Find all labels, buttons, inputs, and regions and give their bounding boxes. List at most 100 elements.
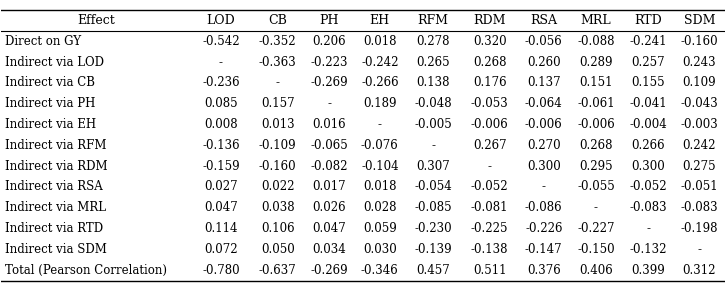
Text: 0.047: 0.047 [312, 222, 346, 235]
Text: 0.047: 0.047 [204, 201, 237, 214]
Text: 0.300: 0.300 [527, 160, 560, 173]
Text: 0.242: 0.242 [682, 139, 716, 152]
Text: 0.206: 0.206 [313, 35, 346, 48]
Text: -0.363: -0.363 [258, 56, 296, 69]
Text: 0.270: 0.270 [527, 139, 560, 152]
Text: 0.266: 0.266 [632, 139, 665, 152]
Text: -0.346: -0.346 [361, 264, 399, 277]
Text: 0.027: 0.027 [204, 181, 237, 193]
Text: 0.030: 0.030 [363, 243, 396, 256]
Text: -0.006: -0.006 [525, 118, 563, 131]
Text: -0.006: -0.006 [470, 118, 508, 131]
Text: 0.034: 0.034 [312, 243, 346, 256]
Text: 0.511: 0.511 [473, 264, 506, 277]
Text: -0.083: -0.083 [629, 201, 667, 214]
Text: -0.139: -0.139 [415, 243, 452, 256]
Text: RTD: RTD [635, 14, 662, 27]
Text: -0.266: -0.266 [361, 76, 399, 89]
Text: -0.081: -0.081 [471, 201, 508, 214]
Text: RFM: RFM [417, 14, 449, 27]
Text: Indirect via MRL: Indirect via MRL [5, 201, 106, 214]
Text: 0.457: 0.457 [416, 264, 450, 277]
Text: -: - [594, 201, 598, 214]
Text: -0.269: -0.269 [311, 76, 348, 89]
Text: 0.157: 0.157 [261, 97, 295, 110]
Text: CB: CB [268, 14, 287, 27]
Text: 0.289: 0.289 [579, 56, 613, 69]
Text: -0.227: -0.227 [577, 222, 615, 235]
Text: Indirect via RDM: Indirect via RDM [5, 160, 107, 173]
Text: -0.005: -0.005 [415, 118, 452, 131]
Text: -0.083: -0.083 [680, 201, 718, 214]
Text: -0.147: -0.147 [525, 243, 563, 256]
Text: -0.051: -0.051 [680, 181, 718, 193]
Text: Indirect via SDM: Indirect via SDM [5, 243, 107, 256]
Text: -0.064: -0.064 [525, 97, 563, 110]
Text: 0.017: 0.017 [313, 181, 346, 193]
Text: 0.268: 0.268 [579, 139, 613, 152]
Text: 0.008: 0.008 [204, 118, 237, 131]
Text: 0.106: 0.106 [261, 222, 295, 235]
Text: 0.018: 0.018 [363, 35, 396, 48]
Text: -0.132: -0.132 [629, 243, 667, 256]
Text: -0.159: -0.159 [202, 160, 240, 173]
Text: -0.006: -0.006 [577, 118, 615, 131]
Text: RDM: RDM [473, 14, 506, 27]
Text: 0.059: 0.059 [363, 222, 396, 235]
Text: -: - [488, 160, 492, 173]
Text: -0.542: -0.542 [202, 35, 240, 48]
Text: -0.061: -0.061 [577, 97, 615, 110]
Text: 0.399: 0.399 [631, 264, 665, 277]
Text: -: - [378, 118, 382, 131]
Text: 0.026: 0.026 [313, 201, 346, 214]
Text: -0.780: -0.780 [202, 264, 240, 277]
Text: RSA: RSA [530, 14, 558, 27]
Text: Direct on GY: Direct on GY [5, 35, 81, 48]
Text: Indirect via RFM: Indirect via RFM [5, 139, 107, 152]
Text: 0.260: 0.260 [527, 56, 560, 69]
Text: -0.225: -0.225 [471, 222, 508, 235]
Text: 0.038: 0.038 [261, 201, 295, 214]
Text: MRL: MRL [581, 14, 611, 27]
Text: 0.376: 0.376 [527, 264, 560, 277]
Text: Indirect via PH: Indirect via PH [5, 97, 96, 110]
Text: -0.004: -0.004 [629, 118, 667, 131]
Text: 0.312: 0.312 [682, 264, 716, 277]
Text: PH: PH [319, 14, 339, 27]
Text: -0.352: -0.352 [259, 35, 296, 48]
Text: -0.109: -0.109 [259, 139, 296, 152]
Text: 0.243: 0.243 [682, 56, 716, 69]
Text: 0.028: 0.028 [363, 201, 396, 214]
Text: 0.268: 0.268 [473, 56, 506, 69]
Text: -0.104: -0.104 [361, 160, 399, 173]
Text: -0.052: -0.052 [470, 181, 508, 193]
Text: Total (Pearson Correlation): Total (Pearson Correlation) [5, 264, 167, 277]
Text: -0.085: -0.085 [415, 201, 452, 214]
Text: -0.043: -0.043 [680, 97, 718, 110]
Text: SDM: SDM [684, 14, 715, 27]
Text: LOD: LOD [206, 14, 235, 27]
Text: 0.406: 0.406 [579, 264, 613, 277]
Text: 0.267: 0.267 [473, 139, 506, 152]
Text: -0.052: -0.052 [629, 181, 667, 193]
Text: 0.016: 0.016 [313, 118, 346, 131]
Text: Indirect via RSA: Indirect via RSA [5, 181, 103, 193]
Text: -0.150: -0.150 [577, 243, 615, 256]
Text: -: - [219, 56, 223, 69]
Text: -: - [542, 181, 546, 193]
Text: 0.189: 0.189 [363, 97, 396, 110]
Text: -: - [698, 243, 701, 256]
Text: 0.257: 0.257 [632, 56, 665, 69]
Text: -0.160: -0.160 [259, 160, 296, 173]
Text: 0.109: 0.109 [682, 76, 716, 89]
Text: -0.065: -0.065 [311, 139, 348, 152]
Text: Indirect via CB: Indirect via CB [5, 76, 95, 89]
Text: -0.269: -0.269 [311, 264, 348, 277]
Text: -0.138: -0.138 [471, 243, 508, 256]
Text: -0.160: -0.160 [680, 35, 718, 48]
Text: EH: EH [370, 14, 390, 27]
Text: -0.236: -0.236 [202, 76, 240, 89]
Text: 0.278: 0.278 [417, 35, 450, 48]
Text: -0.223: -0.223 [311, 56, 348, 69]
Text: -0.230: -0.230 [415, 222, 452, 235]
